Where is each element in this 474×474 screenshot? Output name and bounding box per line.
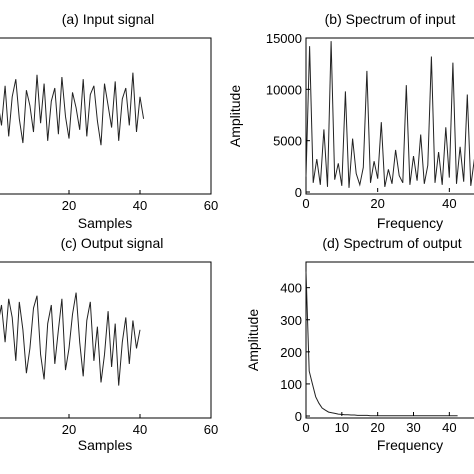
panel-b-ytick-label: 0 xyxy=(295,185,302,200)
panel-c: (c) Output signal 20 40 60 Samples xyxy=(0,235,218,453)
panel-c-xlabel: Samples xyxy=(78,437,132,453)
panel-d: (d) Spectrum of output 0 10 20 30 4001002003… xyxy=(245,235,474,453)
panel-c-frame xyxy=(0,261,212,419)
panel-d-xtick-label: 0 xyxy=(302,420,309,435)
panel-d-ytick-label: 100 xyxy=(280,377,302,392)
panel-c-xtick-label: 40 xyxy=(133,422,147,437)
panel-b-xtick-label: 40 xyxy=(442,196,456,211)
panel-d-ytick-label: 200 xyxy=(280,345,302,360)
panel-c-ticks: 20 40 60 xyxy=(62,414,218,437)
panel-d-xtick-label: 40 xyxy=(442,420,456,435)
panel-b-xtick-label: 0 xyxy=(302,196,309,211)
panel-d-xtick-label: 30 xyxy=(406,420,420,435)
panel-b-ytick-label: 5000 xyxy=(273,134,302,149)
panel-b-series-line xyxy=(305,41,474,188)
panel-c-xtick-label: 20 xyxy=(62,422,76,437)
panel-b: (b) Spectrum of input 0 20 40 0 5000 10000 150… xyxy=(227,11,474,231)
panel-d-xtick-label: 20 xyxy=(370,420,384,435)
panel-d-series-line xyxy=(305,271,458,417)
panel-b-xlabel: Frequency xyxy=(377,215,443,231)
panel-b-title: (b) Spectrum of input xyxy=(325,11,456,27)
panel-d-xlabel: Frequency xyxy=(377,437,443,453)
panel-a-frame xyxy=(0,37,212,195)
panel-d-ytick-label: 400 xyxy=(280,281,302,296)
panel-b-xtick-label: 20 xyxy=(370,196,384,211)
panel-d-frame xyxy=(305,261,474,419)
panel-a-xtick-label: 60 xyxy=(204,198,218,213)
panel-b-ytick-label: 15000 xyxy=(266,31,302,46)
panel-d-plot xyxy=(305,271,458,417)
panel-a-series-line xyxy=(0,72,145,146)
panel-c-series-line xyxy=(0,292,141,386)
panel-b-ticks: 0 20 40 0 5000 10000 15000 xyxy=(266,31,457,211)
panel-b-plot xyxy=(305,41,474,188)
panel-c-xtick-label: 60 xyxy=(204,422,218,437)
panel-a-ticks: 20 40 60 xyxy=(62,190,218,213)
panel-c-title: (c) Output signal xyxy=(61,235,164,251)
panel-d-ytick-label: 0 xyxy=(295,409,302,424)
panel-a-xtick-label: 20 xyxy=(62,198,76,213)
panel-d-ytick-label: 300 xyxy=(280,313,302,328)
panel-a-plot xyxy=(0,72,145,146)
panel-d-xtick-label: 10 xyxy=(335,420,349,435)
panel-c-plot xyxy=(0,292,141,386)
panel-a-xtick-label: 40 xyxy=(133,198,147,213)
panel-b-frame xyxy=(305,37,474,195)
panel-d-title: (d) Spectrum of output xyxy=(322,235,461,251)
panel-a-xlabel: Samples xyxy=(78,215,132,231)
panel-d-ylabel: Amplitude xyxy=(245,309,261,371)
panel-a: (a) Input signal 20 40 60 Samples xyxy=(0,11,218,231)
panel-b-ytick-label: 10000 xyxy=(266,82,302,97)
panel-a-title: (a) Input signal xyxy=(62,11,155,27)
panel-b-ylabel: Amplitude xyxy=(227,85,243,147)
